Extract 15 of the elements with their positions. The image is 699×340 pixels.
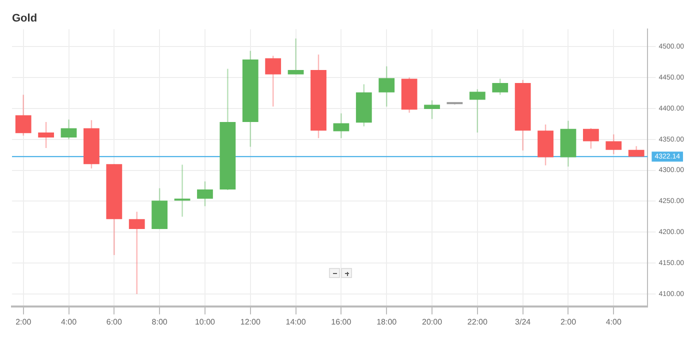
x-tick-label: 2:00: [16, 317, 32, 326]
x-tick-label: 12:00: [240, 317, 261, 326]
x-tick-label: 18:00: [376, 317, 398, 326]
x-tick-label: 10:00: [194, 317, 216, 326]
x-tick-label: 3/24: [515, 317, 532, 326]
x-tick-label: 4:00: [60, 317, 78, 326]
x-tick-label: 20:00: [422, 317, 443, 326]
x-tick-label: 8:00: [152, 317, 168, 326]
x-tick-label: 2:00: [560, 317, 577, 326]
x-tick-label: 4:00: [606, 317, 622, 326]
x-tick-label: 14:00: [286, 317, 306, 326]
x-tick-label: 6:00: [106, 317, 122, 326]
x-tick-label: 22:00: [467, 317, 488, 326]
chart-title: Gold: [12, 12, 38, 25]
x-tick-label: 16:00: [331, 317, 352, 326]
